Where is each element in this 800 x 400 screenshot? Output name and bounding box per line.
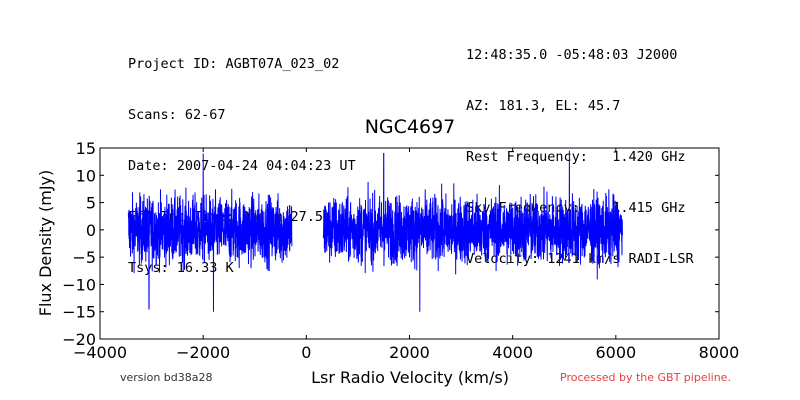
y-tick-label: 5 [86, 194, 96, 213]
x-tick-label: 4000 [492, 343, 533, 362]
x-tick-label: −2000 [176, 343, 230, 362]
coordinates-line: 12:48:35.0 -05:48:03 J2000 [466, 47, 678, 63]
y-tick-label: 15 [76, 139, 96, 158]
version-label: version bd38a28 [120, 371, 213, 384]
chart-title: NGC4697 [365, 116, 456, 138]
y-tick-label: −10 [62, 275, 96, 294]
project-id-line: Project ID: AGBT07A_023_02 [128, 56, 340, 72]
spectrum-segment-2 [322, 150, 624, 312]
x-tick-label: 8000 [699, 343, 740, 362]
processed-by-label: Processed by the GBT pipeline. [560, 371, 731, 384]
x-tick-label: 6000 [595, 343, 636, 362]
x-tick-label: 2000 [389, 343, 430, 362]
rest-frequency-line: Rest Frequency: 1.420 GHz [466, 149, 686, 165]
x-tick-label: 0 [301, 343, 311, 362]
date-line: Date: 2007-04-24 04:04:23 UT [128, 158, 356, 174]
tick-layer: −4000 −2000 0 2000 4000 6000 8000 −20 −15 −10 −5 0 5… [62, 139, 739, 362]
y-tick-label: −15 [62, 303, 96, 322]
y-tick-label: −20 [62, 330, 96, 349]
series-layer [127, 150, 624, 312]
scans-line: Scans: 62-67 [128, 107, 226, 123]
az-el-line: AZ: 181.3, EL: 45.7 [466, 98, 621, 114]
y-tick-label: −5 [72, 248, 96, 267]
x-axis-label: Lsr Radio Velocity (km/s) [311, 368, 509, 387]
y-axis-label: Flux Density (mJy) [36, 170, 55, 317]
x-tick-label: −4000 [73, 343, 127, 362]
y-tick-label: 0 [86, 221, 96, 240]
y-tick-label: 10 [76, 166, 96, 185]
header-right: 12:48:35.0 -05:48:03 J2000 AZ: 181.3, EL… [466, 13, 694, 285]
tsys-line: Tsys: 16.33 K [128, 260, 234, 276]
spectrum-segment-1 [127, 153, 293, 312]
